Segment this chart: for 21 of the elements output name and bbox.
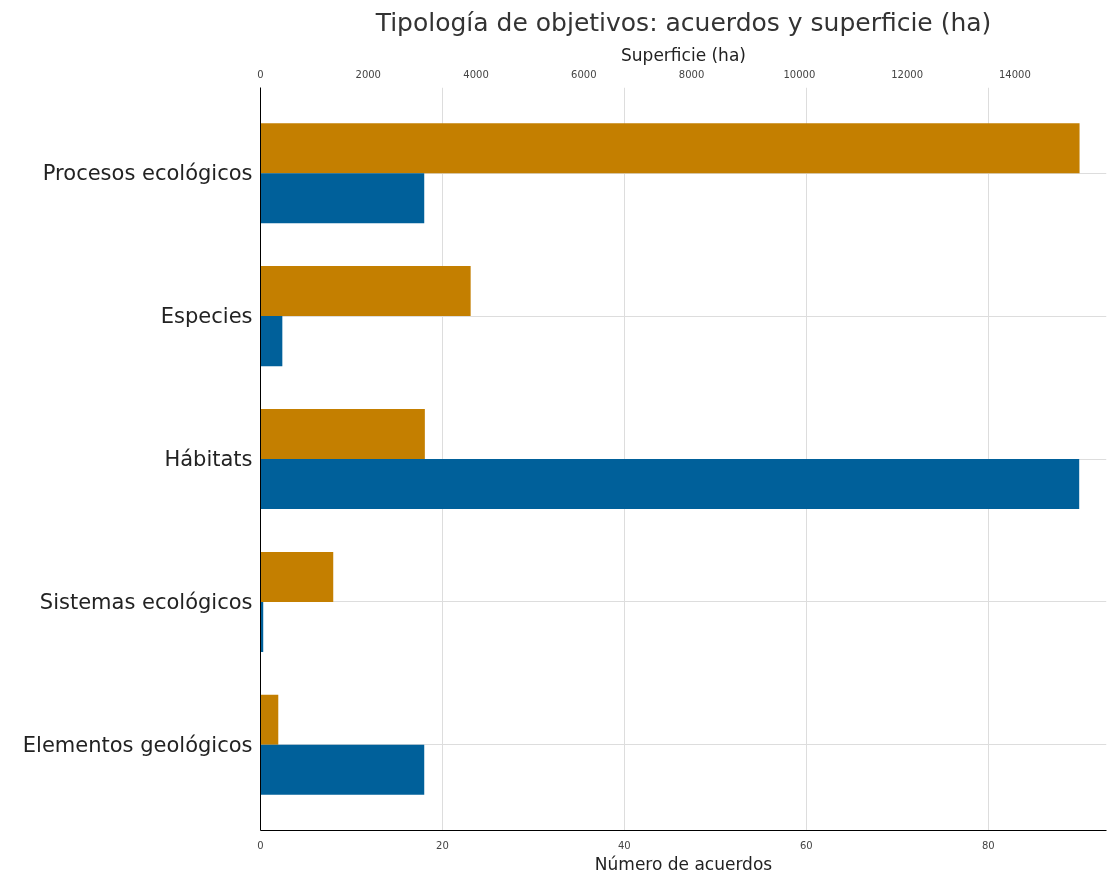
x-tick-label: 60: [799, 839, 813, 851]
y-tick-label: Sistemas ecológicos: [39, 589, 253, 614]
x2-tick-label: 4000: [463, 68, 489, 80]
x2-tick-label: 14000: [998, 68, 1031, 80]
y-tick-label: Elementos geológicos: [22, 732, 253, 757]
x-axis-title: Número de acuerdos: [594, 853, 773, 874]
x2-tick-label: 8000: [678, 68, 705, 80]
x2-tick-label: 0: [257, 68, 264, 80]
x2-tick-label: 6000: [571, 68, 597, 80]
y-tick-label: Especies: [160, 304, 253, 329]
y-tick-label: Hábitats: [164, 447, 253, 471]
x2-tick-label: 10000: [783, 68, 816, 80]
x-tick-label: 40: [618, 839, 631, 851]
x2-tick-label: 2000: [355, 68, 381, 80]
x2-tick-label: 12000: [891, 68, 924, 80]
y-tick-label: Procesos ecológicos: [42, 161, 253, 186]
x-tick-label: 80: [981, 839, 995, 851]
x-tick-label: 0: [257, 839, 264, 851]
chart-title: Tipología de objetivos: acuerdos y superficie (ha): [374, 7, 992, 37]
x-tick-label: 20: [436, 839, 449, 851]
x2-axis-title: Superficie (ha): [621, 44, 746, 65]
